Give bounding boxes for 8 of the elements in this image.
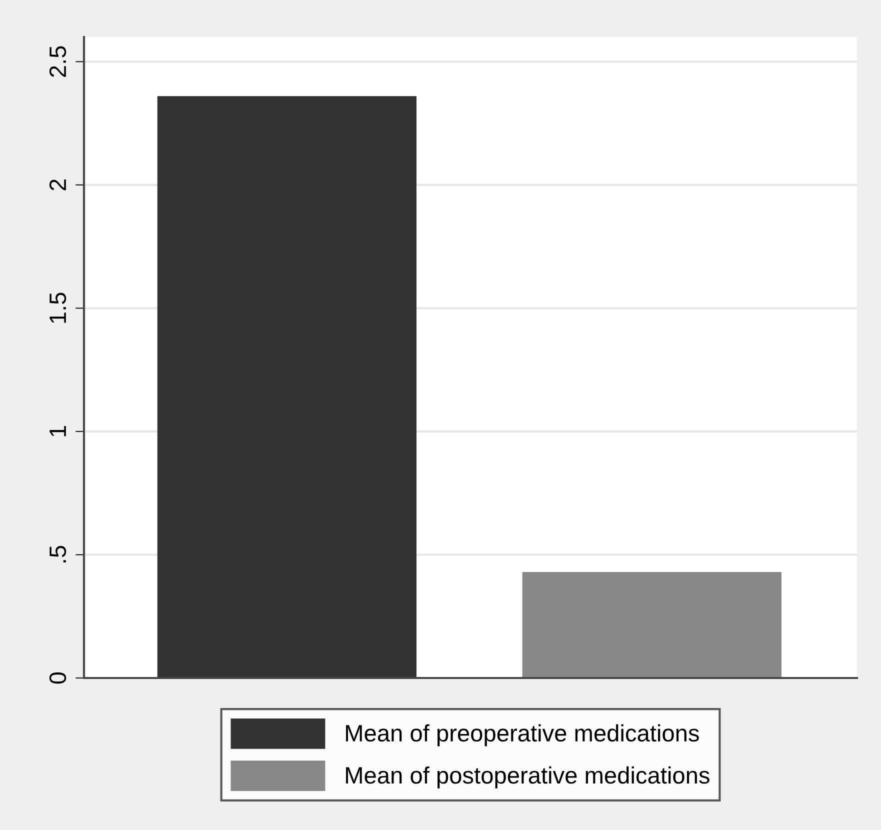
- y-tick-label: 1.5: [50, 292, 66, 323]
- legend-label: Mean of preoperative medications: [346, 724, 699, 746]
- y-tick-label: 2.5: [49, 46, 66, 77]
- y-tick-label: 0: [49, 672, 66, 684]
- legend-label: Mean of postoperative medications: [346, 766, 710, 788]
- y-tick-label: .5: [50, 546, 66, 562]
- y-tick-label: 1: [50, 426, 66, 436]
- y-tick-label: 2: [49, 180, 66, 190]
